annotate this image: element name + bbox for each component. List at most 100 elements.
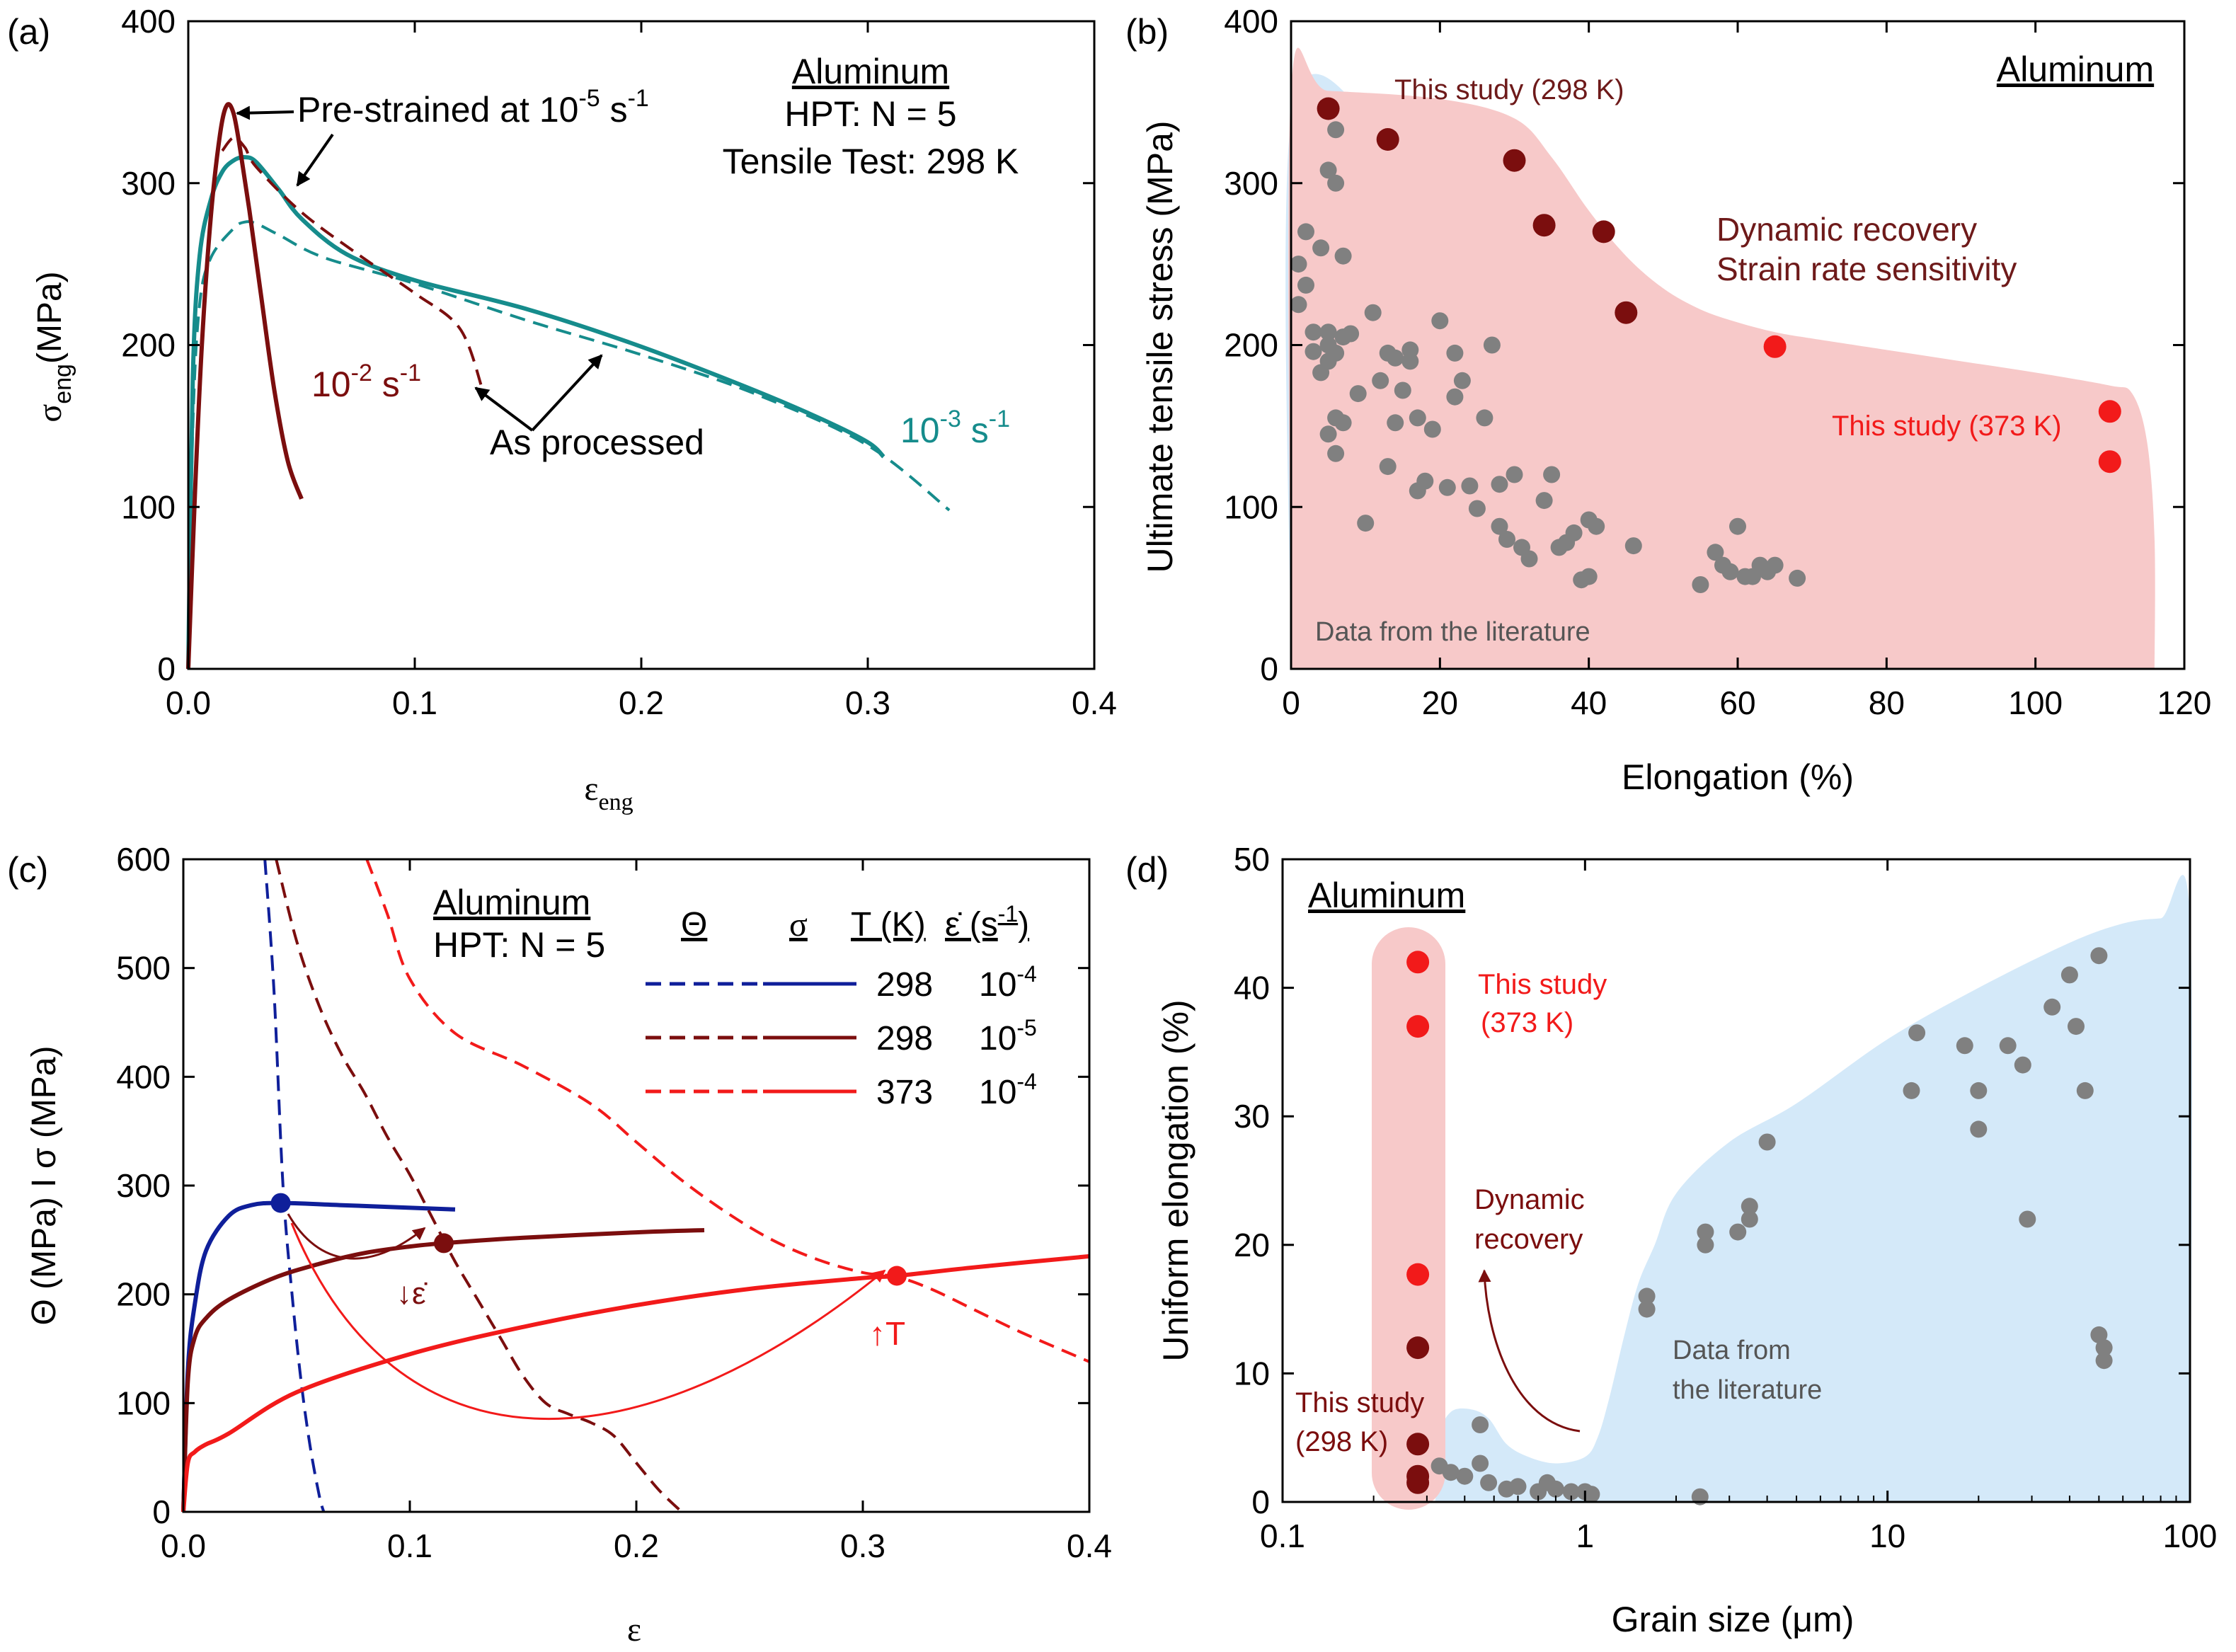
- data-point: [1406, 1471, 1430, 1494]
- label-this-study-373-a: This study: [1478, 969, 1607, 1000]
- data-point: [1305, 323, 1322, 341]
- data-point: [1357, 515, 1375, 532]
- data-point: [1312, 239, 1330, 257]
- y-tick-label: 400: [121, 3, 176, 40]
- data-point: [1543, 466, 1561, 483]
- data-point: [1406, 1433, 1430, 1456]
- this-study-region: [1372, 927, 1445, 1510]
- data-point: [1491, 476, 1508, 493]
- data-point: [1431, 312, 1449, 330]
- data-point: [1327, 174, 1345, 192]
- data-point: [1741, 1198, 1758, 1215]
- x-tick-label: 40: [1571, 684, 1607, 721]
- data-point: [2098, 400, 2121, 423]
- legend-header-theta: Θ: [681, 906, 707, 943]
- x-tick-label: 0.4: [1067, 1527, 1112, 1564]
- arrow-rate-curve: [287, 1213, 426, 1260]
- label-this-study-373-b: (373 K): [1481, 1007, 1573, 1038]
- data-point: [2076, 1082, 2094, 1099]
- series-line-5: [181, 1254, 1090, 1513]
- data-point: [2060, 966, 2078, 984]
- x-tick-label: 80: [1869, 684, 1905, 721]
- x-tick-label: 0.1: [387, 1527, 432, 1564]
- y-tick-label: 400: [1224, 3, 1278, 40]
- title-line-2: HPT: N = 5: [433, 925, 605, 965]
- panel-c: 0.0 0.1 0.2 0.3 0.4 0 100 200 300 400 500 600 (c) A…: [7, 841, 1112, 1648]
- data-point: [1334, 247, 1352, 265]
- legend-header-temp: T (K): [851, 906, 926, 943]
- data-point: [1438, 478, 1456, 496]
- x-axis-label: ε: [627, 1611, 641, 1648]
- data-point: [1970, 1120, 1988, 1138]
- title-line-3: Tensile Test: 298 K: [723, 142, 1019, 181]
- data-point: [2014, 1056, 2031, 1074]
- data-point: [1520, 550, 1538, 568]
- region-literature: [1435, 875, 2193, 1502]
- y-tick-label: 0: [157, 650, 176, 687]
- y-tick-label: 0: [1260, 650, 1278, 687]
- data-point: [1423, 420, 1441, 438]
- label-literature-b: the literature: [1673, 1375, 1822, 1405]
- data-point: [2090, 947, 2108, 965]
- data-point: [2090, 1326, 2108, 1343]
- x-tick-label: 0.0: [161, 1527, 206, 1564]
- intersection-point: [887, 1266, 907, 1286]
- data-point: [1472, 1416, 1489, 1433]
- x-tick-label: 100: [2008, 684, 2063, 721]
- data-point: [1729, 517, 1746, 535]
- data-point: [1406, 1015, 1430, 1038]
- data-point: [1406, 951, 1430, 974]
- label-recovery: recovery: [1474, 1224, 1583, 1255]
- data-point: [1364, 304, 1382, 321]
- data-point: [1290, 296, 1307, 314]
- x-tick-label: 0.3: [840, 1527, 885, 1564]
- data-point: [1483, 336, 1501, 354]
- data-point: [1580, 568, 1598, 585]
- data-point: [1535, 492, 1553, 510]
- panel-a: 0.0 0.1 0.2 0.3 0.4 0 100 200 300 400 (a) Aluminu…: [7, 3, 1117, 815]
- data-point: [1319, 323, 1337, 341]
- data-point: [1387, 414, 1404, 432]
- label-literature: Data from the literature: [1315, 617, 1590, 647]
- data-point: [1406, 1336, 1430, 1360]
- data-point: [1789, 569, 1806, 587]
- data-point: [1446, 388, 1464, 406]
- x-axis-label: Grain size (μm): [1612, 1600, 1854, 1639]
- data-point: [1729, 1223, 1747, 1241]
- label-this-study-298-a: This study: [1295, 1387, 1424, 1418]
- data-point: [1908, 1024, 1926, 1042]
- x-axis-label: εeng: [584, 770, 633, 815]
- data-point: [1327, 444, 1345, 462]
- y-tick-label: 600: [116, 841, 171, 878]
- y-tick-label: 300: [116, 1167, 171, 1204]
- y-tick-label: 30: [1234, 1098, 1270, 1135]
- y-tick-label: 100: [121, 488, 176, 525]
- data-point: [1409, 409, 1426, 427]
- data-point: [1638, 1287, 1656, 1305]
- y-tick-label: 200: [116, 1276, 171, 1313]
- data-point: [1615, 301, 1638, 324]
- data-point: [1758, 1133, 1776, 1151]
- legend-header-sigma: σ: [789, 906, 808, 943]
- data-point: [1697, 1236, 1714, 1254]
- y-tick-label: 400: [116, 1058, 171, 1095]
- y-tick-label: 50: [1234, 841, 1270, 878]
- data-point: [1379, 458, 1397, 476]
- data-point: [1532, 214, 1556, 237]
- label-dynamic-recovery: Dynamic recovery: [1716, 211, 1977, 248]
- data-point: [1697, 1223, 1714, 1241]
- x-tick-label: 100: [2163, 1518, 2218, 1554]
- panel-d: 0.1 1 10 100 0 10 20 30 40 50 (d) Aluminum This s…: [1125, 841, 2217, 1639]
- data-point: [1401, 341, 1419, 359]
- data-point: [2098, 450, 2121, 474]
- title-line-1: Aluminum: [792, 52, 949, 91]
- data-point: [1317, 97, 1340, 120]
- data-point: [1442, 1464, 1460, 1481]
- annotation-rate-3: 10-3 s-1: [900, 406, 1010, 450]
- y-tick-label: 200: [1224, 327, 1278, 364]
- data-point: [1565, 524, 1583, 541]
- data-point: [1547, 1480, 1564, 1498]
- x-tick-label: 0.2: [619, 684, 664, 721]
- label-literature-a: Data from: [1673, 1336, 1791, 1365]
- panel-label: (a): [7, 12, 50, 52]
